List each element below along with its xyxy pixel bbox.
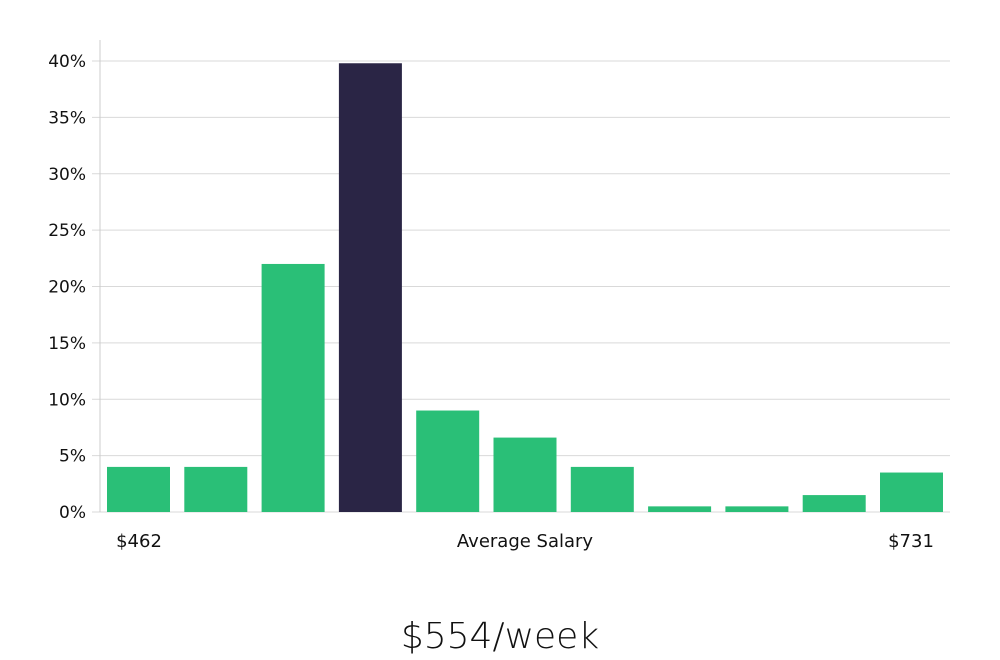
bars xyxy=(107,63,943,512)
x-label-left: $462 xyxy=(116,531,162,552)
y-tick-label: 0% xyxy=(59,503,86,523)
bar xyxy=(261,263,325,512)
y-tick-label: 40% xyxy=(48,52,86,72)
bar xyxy=(725,506,789,512)
y-tick-label: 5% xyxy=(59,447,86,467)
bar xyxy=(493,437,557,512)
y-tick-label: 20% xyxy=(48,278,86,298)
bar xyxy=(880,472,943,512)
y-tick-label: 35% xyxy=(48,108,86,128)
x-axis-title: Average Salary xyxy=(457,531,594,552)
y-tick-label: 15% xyxy=(48,334,86,354)
y-tick-label: 10% xyxy=(48,390,86,410)
bar xyxy=(184,466,248,512)
x-label-right: $731 xyxy=(888,531,934,552)
y-tick-label: 30% xyxy=(48,165,86,185)
y-tick-label: 25% xyxy=(48,221,86,241)
salary-summary: $554/week xyxy=(401,616,599,657)
y-axis-ticks: 0% 5% 10% 15% 20% 25% 30% 35% 40% xyxy=(48,52,86,523)
grid-lines xyxy=(92,60,950,513)
bar xyxy=(802,495,866,512)
bar xyxy=(570,466,634,512)
bar xyxy=(107,466,170,512)
bar xyxy=(416,410,480,512)
bar xyxy=(648,506,712,512)
bar-highlighted xyxy=(338,63,402,512)
